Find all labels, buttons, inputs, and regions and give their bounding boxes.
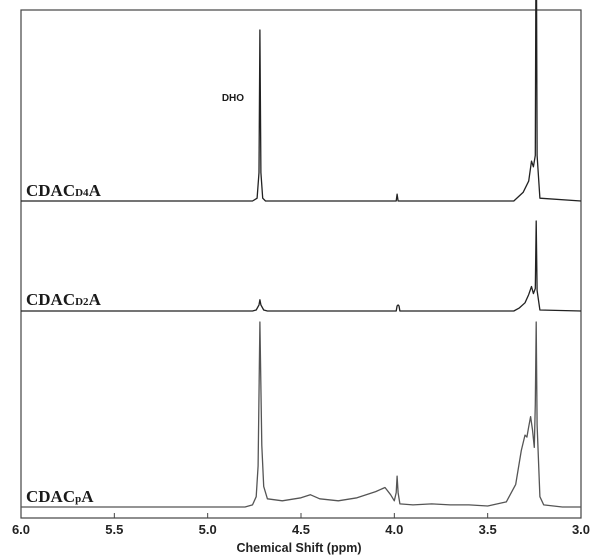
x-tick-label: 6.0	[12, 522, 30, 537]
x-tick-label: 5.5	[105, 522, 123, 537]
series-label-cdacd4a: CDACD4A	[26, 181, 102, 200]
dho-annotation: DHO	[222, 93, 244, 104]
x-tick-label: 5.0	[199, 522, 217, 537]
spectrum-cdacd2a	[21, 220, 582, 312]
series-labels: CDACD4A CDACD2A CDACpA	[26, 181, 102, 506]
spectrum-cdacpa	[21, 321, 581, 508]
plot-frame	[20, 9, 582, 519]
series-label-cdacpa: CDACpA	[26, 487, 94, 506]
x-tick-label: 4.0	[385, 522, 403, 537]
x-tick-label: 4.5	[292, 522, 310, 537]
x-tick-label: 3.0	[572, 522, 590, 537]
x-axis-title: Chemical Shift (ppm)	[236, 541, 361, 555]
x-tick-label: 3.5	[479, 522, 497, 537]
spectra-layer	[21, 0, 582, 508]
spectrum-cdacd4a	[21, 0, 582, 202]
series-label-cdacd2a: CDACD2A	[26, 290, 102, 309]
x-axis: 6.0 5.5 5.0 4.5 4.0 3.5 3.0	[12, 513, 590, 537]
